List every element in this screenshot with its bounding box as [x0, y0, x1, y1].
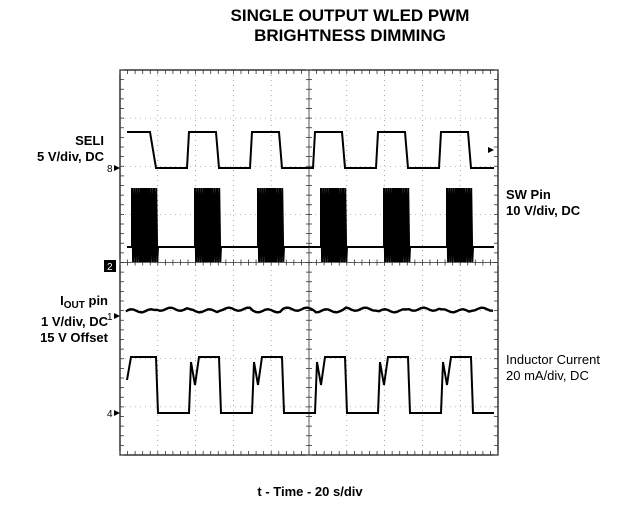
trigger-level-arrow: [488, 147, 494, 153]
channel-marker-label: 4: [107, 409, 113, 420]
channel-marker-box: [104, 260, 116, 272]
sw-burst: [266, 188, 276, 262]
plot-traces: [125, 131, 494, 414]
channel-marker-arrow: [114, 410, 120, 416]
channel-marker-label: 2: [107, 262, 113, 273]
inductor-current-trace: [126, 356, 494, 414]
iout-trace: [125, 306, 494, 314]
channel-marker-label: 8: [107, 164, 113, 175]
iout-scale-label: 1 V/div, DC: [41, 314, 108, 329]
sw-burst: [455, 188, 465, 262]
channel-markers: 8 2 1 4: [104, 147, 494, 420]
chart-title-line2: BRIGHTNESS DIMMING: [254, 26, 446, 45]
sw-pin-scale-label: 10 V/div, DC: [506, 203, 581, 218]
iout-offset-label: 15 V Offset: [40, 330, 108, 345]
plot-grid: [119, 69, 499, 456]
inductor-current-scale-label: 20 mA/div, DC: [506, 368, 589, 383]
seli-label: SELI: [75, 133, 104, 148]
seli-trace: [127, 131, 494, 169]
sw-burst: [329, 188, 339, 262]
inductor-current-label: Inductor Current: [506, 352, 600, 367]
sw-burst: [203, 188, 213, 262]
channel-marker-arrow: [114, 313, 120, 319]
x-axis-label: t - Time - 20 s/div: [257, 484, 363, 499]
iout-pin-label: IOUT pin: [60, 293, 108, 311]
channel-marker-label: 1: [107, 312, 113, 323]
sw-pin-trace: [127, 187, 494, 263]
channel-marker-arrow: [114, 165, 120, 171]
chart-title-line1: SINGLE OUTPUT WLED PWM: [230, 6, 470, 25]
sw-burst: [140, 188, 150, 262]
sw-burst: [392, 188, 402, 262]
sw-pin-label: SW Pin: [506, 187, 551, 202]
seli-scale-label: 5 V/div, DC: [37, 149, 104, 164]
